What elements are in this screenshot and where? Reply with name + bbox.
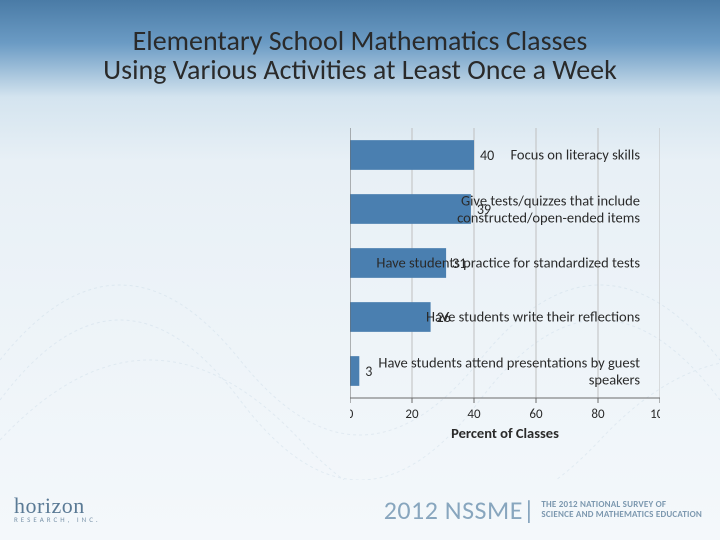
footer-right: 2012 NSSME| THE 2012 NATIONAL SURVEY OF …	[384, 494, 702, 526]
x-tick-label: 0	[350, 407, 354, 420]
x-tick-label: 60	[529, 407, 543, 420]
footer: horizon RESEARCH, INC. 2012 NSSME| THE 2…	[0, 488, 720, 532]
nssme-text: 2012 NSSME	[384, 494, 523, 526]
x-axis-label: Percent of Classes	[350, 424, 660, 442]
horizon-logo: horizon RESEARCH, INC.	[14, 497, 101, 522]
category-label: Have students practice for standardized …	[350, 255, 640, 272]
nssme-label: 2012 NSSME|	[384, 494, 536, 526]
bar-chart: 403931263020406080100 Focus on literacy …	[50, 128, 670, 448]
category-label: Give tests/quizzes that include construc…	[350, 192, 640, 225]
x-tick-label: 20	[405, 407, 419, 420]
x-tick-label: 40	[467, 407, 481, 420]
survey-label: THE 2012 NATIONAL SURVEY OF SCIENCE AND …	[541, 500, 702, 521]
survey-line-2: SCIENCE AND MATHEMATICS EDUCATION	[541, 510, 702, 520]
x-tick-label: 100	[650, 407, 660, 420]
title-line-2: Using Various Activities at Least Once a…	[0, 55, 720, 84]
slide-title: Elementary School Mathematics Classes Us…	[0, 26, 720, 85]
title-line-1: Elementary School Mathematics Classes	[0, 26, 720, 55]
category-label: Have students attend presentations by gu…	[350, 354, 640, 387]
nssme-pipe: |	[523, 494, 535, 526]
logo-sub: RESEARCH, INC.	[14, 517, 101, 523]
category-label: Have students write their reflections	[350, 309, 640, 326]
category-label: Focus on literacy skills	[350, 147, 640, 164]
x-tick-label: 80	[591, 407, 605, 420]
